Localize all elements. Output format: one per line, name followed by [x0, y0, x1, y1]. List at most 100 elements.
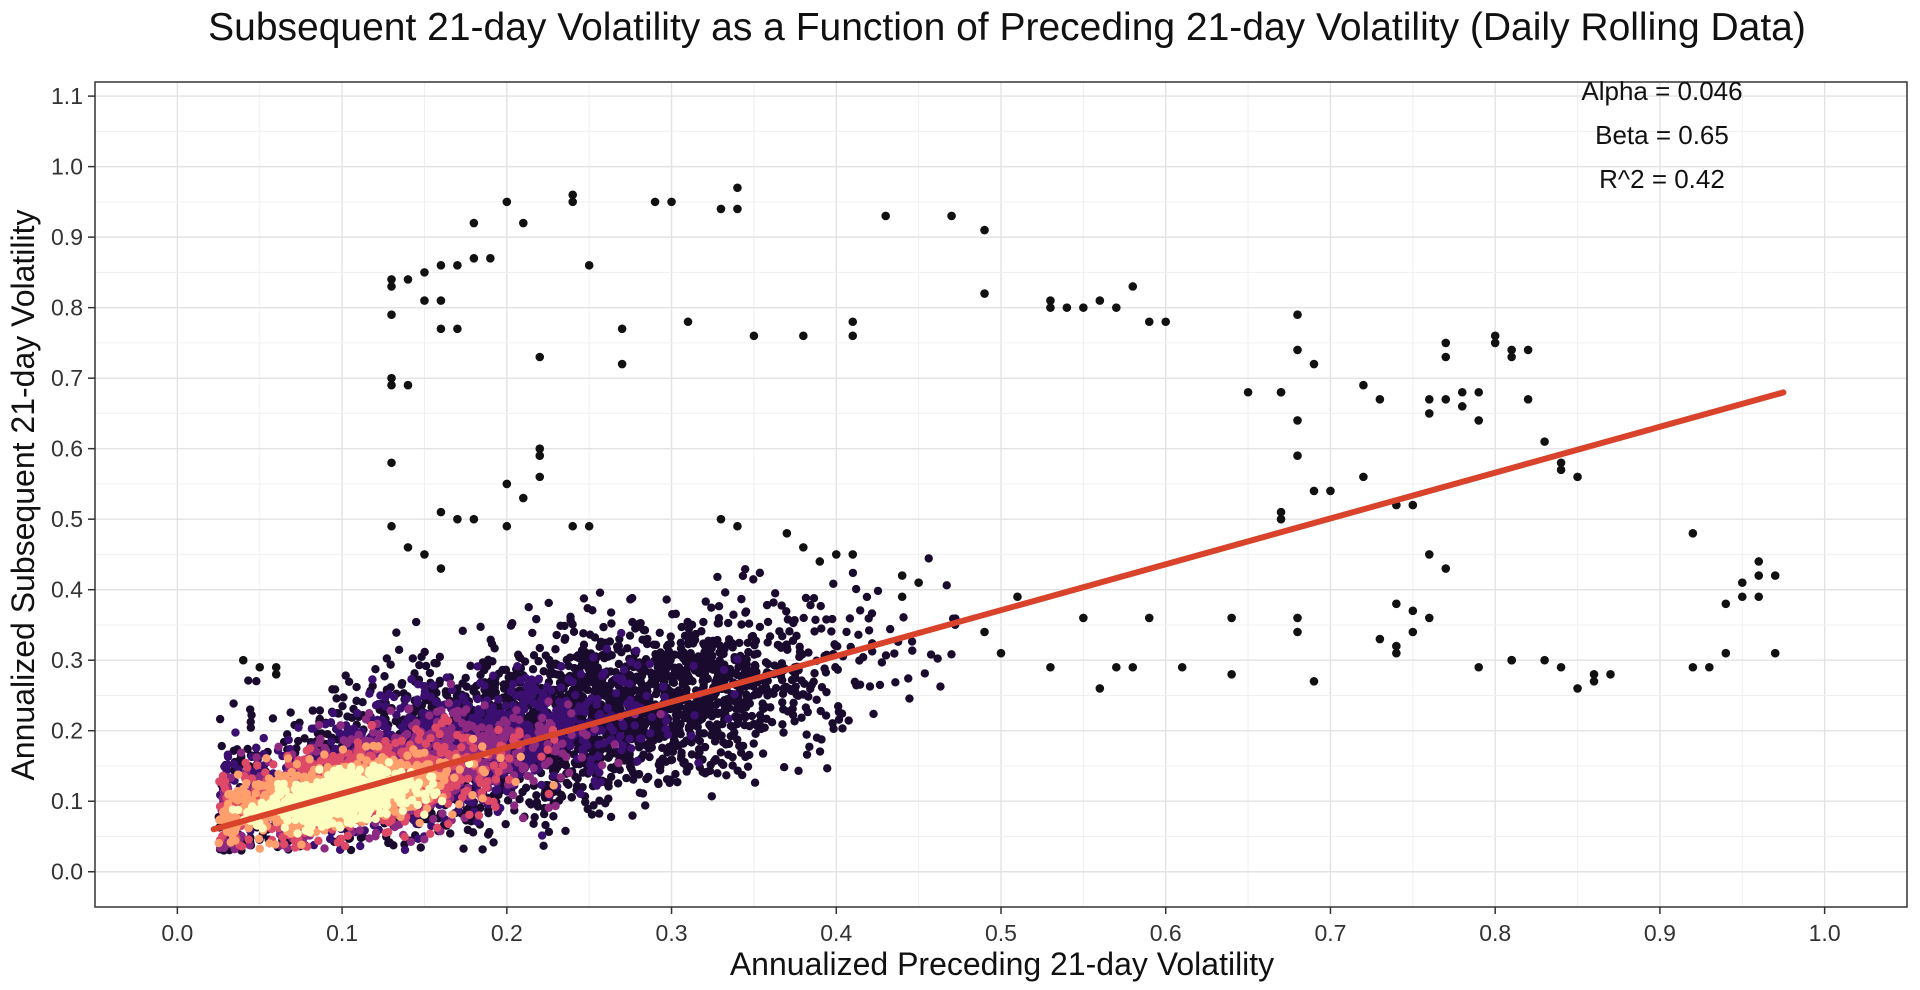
density-dot	[733, 719, 742, 729]
density-dot	[269, 760, 278, 769]
density-dot	[762, 600, 772, 610]
density-dot	[877, 658, 887, 667]
density-dot	[252, 743, 261, 753]
density-dot	[419, 681, 429, 691]
density-dot	[469, 684, 479, 693]
density-dot	[610, 740, 620, 749]
density-dot	[537, 780, 546, 790]
density-dot	[673, 777, 682, 787]
density-dot	[795, 642, 804, 652]
density-dot	[534, 657, 543, 666]
density-dot	[806, 600, 815, 610]
density-dot	[556, 683, 566, 692]
density-dot	[504, 754, 514, 763]
density-dot	[858, 653, 868, 662]
density-dot	[758, 749, 768, 758]
density-dot	[869, 709, 878, 719]
density-dot	[801, 703, 811, 712]
density-dot	[466, 661, 475, 671]
density-dot	[365, 689, 374, 698]
density-dot	[605, 722, 615, 732]
density-dot	[647, 712, 657, 722]
density-dot	[762, 714, 771, 723]
density-dot	[597, 760, 607, 770]
density-dot	[485, 706, 495, 716]
density-dot	[591, 685, 600, 695]
density-dot	[658, 754, 667, 763]
density-dot	[425, 668, 435, 678]
density-dot	[890, 649, 899, 658]
density-dot	[603, 703, 612, 713]
density-dot	[680, 631, 690, 640]
density-dot	[344, 677, 354, 687]
density-dot	[396, 704, 405, 713]
density-dot	[714, 614, 724, 623]
density-dot	[380, 672, 389, 681]
density-dot	[714, 602, 724, 611]
density-dot	[662, 716, 671, 726]
density-dot	[463, 825, 473, 835]
density-dot	[633, 757, 642, 766]
density-dot	[698, 712, 707, 721]
density-dot	[838, 724, 847, 733]
density-dot	[891, 678, 900, 687]
density-dot	[926, 650, 936, 659]
density-dot	[697, 627, 706, 636]
density-dot	[552, 630, 561, 640]
density-dot	[589, 801, 598, 810]
density-dot	[751, 661, 760, 671]
density-dot	[636, 618, 645, 628]
density-dot	[525, 680, 535, 690]
density-dot	[557, 672, 566, 682]
density-dot	[816, 601, 825, 611]
density-dot	[729, 610, 738, 619]
density-dot	[478, 734, 487, 743]
density-dot	[789, 698, 798, 708]
density-dot	[778, 720, 787, 729]
density-dot	[726, 721, 736, 731]
density-dot	[773, 640, 783, 650]
density-dot	[339, 693, 348, 702]
density-dot	[639, 625, 648, 635]
density-dot	[790, 717, 799, 726]
density-dot	[484, 714, 493, 723]
density-dot	[599, 622, 608, 632]
density-dot	[478, 845, 487, 854]
density-dot	[231, 728, 240, 737]
density-dot	[544, 789, 554, 799]
density-dot	[732, 704, 741, 714]
density-dot	[842, 627, 851, 637]
density-dot	[422, 721, 431, 730]
density-dot	[597, 726, 606, 735]
density-dot	[743, 638, 753, 647]
density-dot	[491, 679, 500, 688]
density-dot	[741, 752, 750, 762]
density-dot	[389, 692, 399, 702]
density-dot	[638, 681, 647, 690]
density-dot	[645, 659, 655, 669]
density-dot	[527, 756, 537, 766]
density-dot	[797, 676, 806, 685]
density-dot	[252, 676, 261, 686]
density-dot	[720, 700, 729, 710]
density-dot	[508, 790, 518, 800]
density-dot	[809, 594, 819, 603]
density-dot	[578, 744, 587, 754]
density-dot	[537, 831, 547, 840]
density-dot	[924, 554, 933, 563]
density-dot	[368, 675, 377, 684]
density-dot	[518, 787, 527, 797]
density-dot	[561, 826, 570, 836]
density-dot	[712, 674, 721, 684]
density-dot	[229, 759, 239, 769]
density-dot	[628, 811, 637, 820]
density-dot	[215, 714, 225, 724]
density-dot	[246, 717, 255, 727]
density-dot	[576, 789, 585, 799]
density-dot	[371, 664, 380, 674]
density-dot	[812, 695, 821, 704]
density-dot	[733, 766, 742, 775]
density-dot	[586, 755, 596, 764]
density-dot	[737, 594, 746, 604]
density-dot	[701, 597, 710, 606]
